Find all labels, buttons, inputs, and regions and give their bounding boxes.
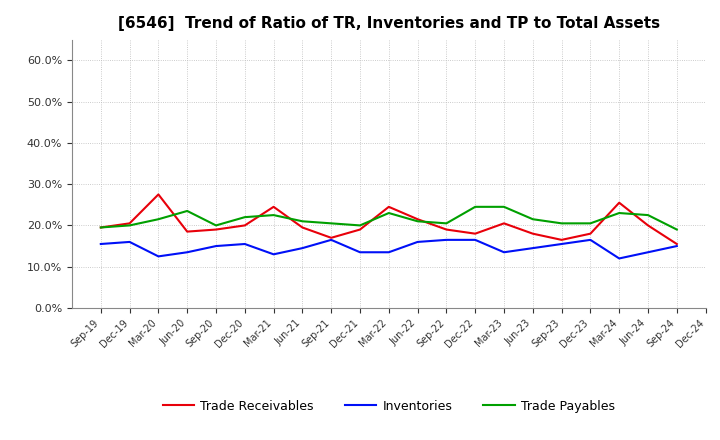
Trade Payables bbox=[96, 225, 105, 230]
Trade Payables bbox=[183, 208, 192, 213]
Trade Payables bbox=[500, 204, 508, 209]
Trade Payables bbox=[298, 219, 307, 224]
Trade Receivables bbox=[183, 229, 192, 234]
Trade Payables bbox=[557, 221, 566, 226]
Trade Receivables bbox=[471, 231, 480, 236]
Trade Receivables bbox=[327, 235, 336, 240]
Inventories bbox=[442, 237, 451, 242]
Title: [6546]  Trend of Ratio of TR, Inventories and TP to Total Assets: [6546] Trend of Ratio of TR, Inventories… bbox=[118, 16, 660, 32]
Trade Payables bbox=[240, 215, 249, 220]
Trade Receivables bbox=[586, 231, 595, 236]
Trade Receivables bbox=[269, 204, 278, 209]
Inventories bbox=[356, 249, 364, 255]
Trade Payables bbox=[586, 221, 595, 226]
Inventories bbox=[212, 243, 220, 249]
Trade Receivables bbox=[96, 225, 105, 230]
Trade Payables bbox=[644, 213, 652, 218]
Trade Receivables bbox=[125, 221, 134, 226]
Inventories bbox=[183, 249, 192, 255]
Inventories bbox=[269, 252, 278, 257]
Trade Payables bbox=[125, 223, 134, 228]
Trade Payables bbox=[269, 213, 278, 218]
Trade Receivables bbox=[356, 227, 364, 232]
Trade Receivables bbox=[240, 223, 249, 228]
Inventories bbox=[384, 249, 393, 255]
Inventories bbox=[557, 242, 566, 247]
Trade Payables bbox=[672, 227, 681, 232]
Legend: Trade Receivables, Inventories, Trade Payables: Trade Receivables, Inventories, Trade Pa… bbox=[158, 395, 620, 418]
Trade Receivables bbox=[644, 223, 652, 228]
Line: Trade Receivables: Trade Receivables bbox=[101, 194, 677, 244]
Inventories bbox=[586, 237, 595, 242]
Trade Receivables bbox=[500, 221, 508, 226]
Inventories bbox=[327, 237, 336, 242]
Trade Payables bbox=[356, 223, 364, 228]
Trade Receivables bbox=[384, 204, 393, 209]
Inventories bbox=[615, 256, 624, 261]
Inventories bbox=[413, 239, 422, 245]
Inventories bbox=[528, 246, 537, 251]
Inventories bbox=[471, 237, 480, 242]
Inventories bbox=[644, 249, 652, 255]
Trade Receivables bbox=[212, 227, 220, 232]
Inventories bbox=[240, 242, 249, 247]
Trade Payables bbox=[384, 210, 393, 216]
Inventories bbox=[500, 249, 508, 255]
Inventories bbox=[298, 246, 307, 251]
Line: Trade Payables: Trade Payables bbox=[101, 207, 677, 230]
Trade Payables bbox=[212, 223, 220, 228]
Trade Receivables bbox=[413, 216, 422, 222]
Trade Receivables bbox=[442, 227, 451, 232]
Trade Receivables bbox=[528, 231, 537, 236]
Inventories bbox=[96, 242, 105, 247]
Trade Payables bbox=[154, 216, 163, 222]
Line: Inventories: Inventories bbox=[101, 240, 677, 258]
Trade Receivables bbox=[615, 200, 624, 205]
Trade Receivables bbox=[298, 225, 307, 230]
Trade Receivables bbox=[557, 237, 566, 242]
Trade Payables bbox=[615, 210, 624, 216]
Inventories bbox=[154, 254, 163, 259]
Trade Payables bbox=[442, 221, 451, 226]
Trade Receivables bbox=[154, 192, 163, 197]
Inventories bbox=[672, 243, 681, 249]
Trade Payables bbox=[528, 216, 537, 222]
Inventories bbox=[125, 239, 134, 245]
Trade Payables bbox=[413, 219, 422, 224]
Trade Payables bbox=[471, 204, 480, 209]
Trade Payables bbox=[327, 221, 336, 226]
Trade Receivables bbox=[672, 242, 681, 247]
